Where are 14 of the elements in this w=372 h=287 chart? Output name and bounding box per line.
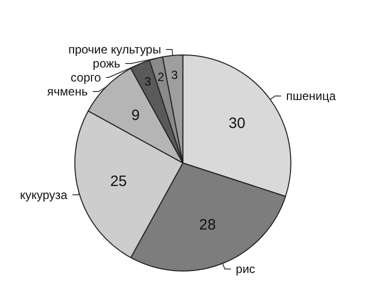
- slice-label: ячмень: [47, 84, 88, 98]
- slice-label: кукуруза: [20, 188, 68, 202]
- data-label: 3: [144, 74, 152, 89]
- data-label: 30: [228, 115, 246, 132]
- data-label: 9: [131, 107, 140, 124]
- slice-label: рожь: [92, 56, 120, 70]
- slice-label: прочие культуры: [68, 42, 162, 56]
- slice-label: пшеница: [286, 88, 336, 103]
- slice-label: сорго: [70, 70, 102, 84]
- slice-label: рис: [236, 262, 256, 276]
- data-label: 3: [171, 68, 178, 82]
- data-label: 28: [199, 216, 216, 234]
- data-label: 2: [157, 70, 164, 84]
- data-label: 25: [110, 173, 127, 190]
